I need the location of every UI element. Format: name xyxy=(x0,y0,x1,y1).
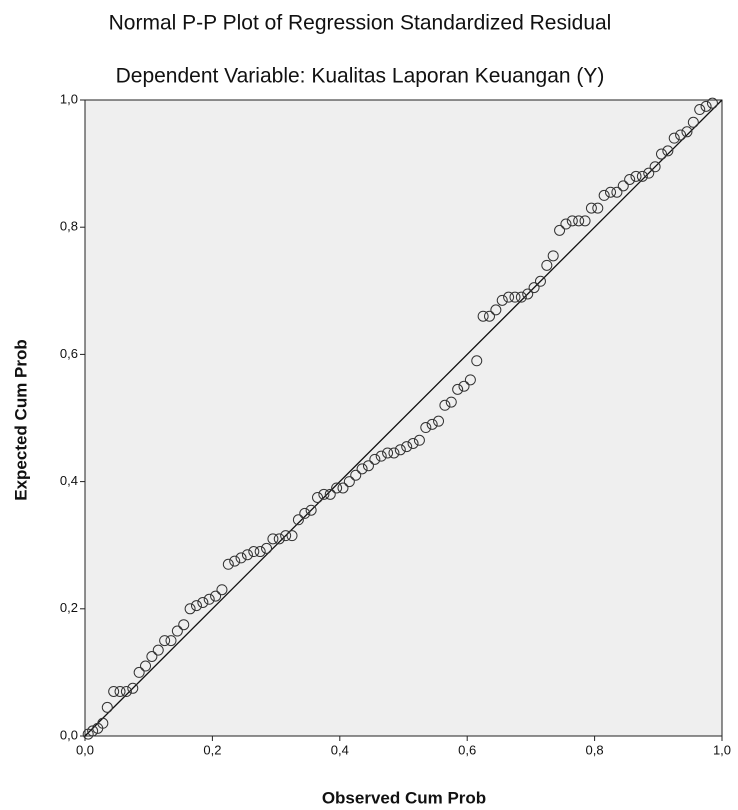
x-tick-label: 0,8 xyxy=(586,742,604,757)
y-tick-label: 0,4 xyxy=(60,473,78,488)
x-tick-label: 1,0 xyxy=(713,742,731,757)
y-tick-label: 0,0 xyxy=(60,727,78,742)
chart: Normal P-P Plot of Regression Standardiz… xyxy=(0,0,738,810)
y-tick-label: 0,8 xyxy=(60,219,78,234)
y-tick-label: 0,2 xyxy=(60,600,78,615)
x-tick-label: 0,0 xyxy=(76,742,94,757)
y-axis-label: Expected Cum Prob xyxy=(11,339,30,501)
x-tick-label: 0,6 xyxy=(458,742,476,757)
y-tick-label: 1,0 xyxy=(60,91,78,106)
x-tick-label: 0,4 xyxy=(331,742,349,757)
chart-title: Normal P-P Plot of Regression Standardiz… xyxy=(109,12,612,35)
x-axis-label: Observed Cum Prob xyxy=(322,788,486,807)
chart-subtitle: Dependent Variable: Kualitas Laporan Keu… xyxy=(116,65,605,88)
y-tick-label: 0,6 xyxy=(60,346,78,361)
x-tick-label: 0,2 xyxy=(203,742,221,757)
